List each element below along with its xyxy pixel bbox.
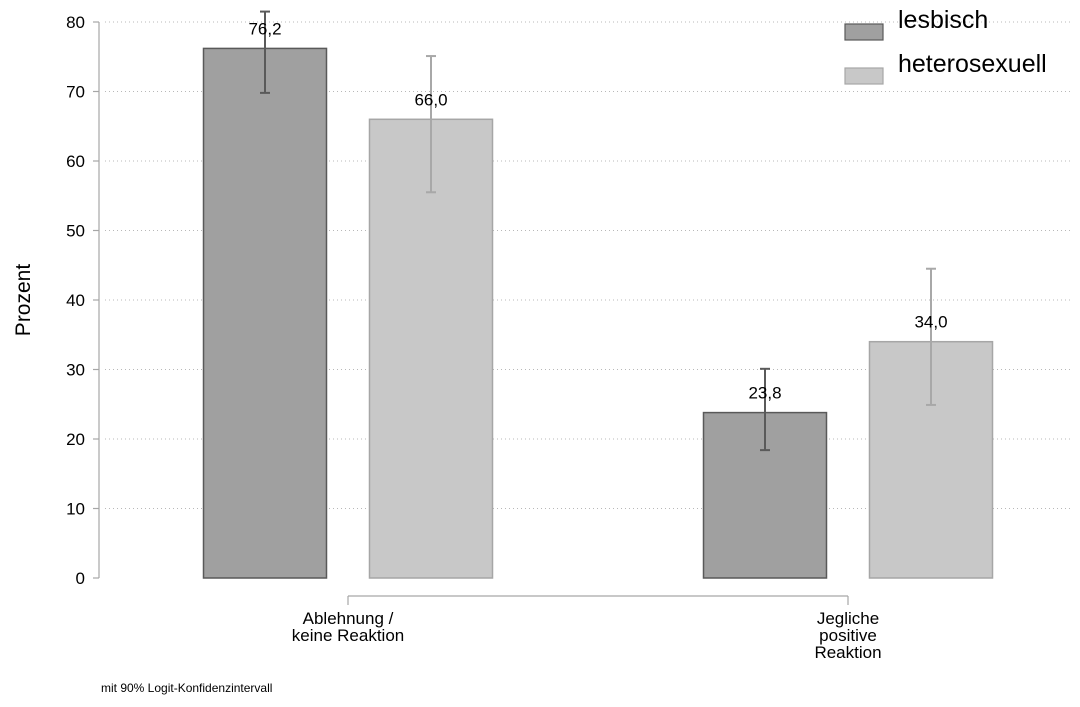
category-label-line: positive xyxy=(819,626,877,645)
y-tick-label: 10 xyxy=(66,500,85,519)
y-tick-label: 60 xyxy=(66,152,85,171)
y-tick-label: 40 xyxy=(66,291,85,310)
bar-lesbisch-1 xyxy=(202,47,328,579)
category-label-line: Jegliche xyxy=(817,609,879,628)
legend: lesbisch heterosexuell xyxy=(844,6,1047,85)
legend-swatch-heterosexuell xyxy=(844,67,884,85)
bars xyxy=(202,47,994,579)
category-label-line: keine Reaktion xyxy=(292,626,404,645)
footnote: mit 90% Logit-Konfidenzintervall xyxy=(101,681,272,695)
y-tick-label: 80 xyxy=(66,13,85,32)
category-label-line: Ablehnung / xyxy=(303,609,394,628)
value-labels: 76,2 23,8 66,0 34,0 xyxy=(248,19,947,402)
value-label-heterosexuell-1: 66,0 xyxy=(414,90,447,109)
value-label-lesbisch-2: 23,8 xyxy=(748,384,781,403)
y-axis-label: Prozent xyxy=(12,264,35,337)
legend-label-lesbisch: lesbisch xyxy=(898,6,988,34)
y-axis: 0 10 20 30 40 50 60 70 80 xyxy=(66,13,100,588)
error-bars xyxy=(260,10,936,452)
y-tick-label: 20 xyxy=(66,430,85,449)
legend-swatch-lesbisch xyxy=(844,23,884,41)
y-tick-label: 30 xyxy=(66,361,85,380)
y-tick-label: 0 xyxy=(76,569,85,588)
value-label-lesbisch-1: 76,2 xyxy=(248,19,281,38)
x-axis: Ablehnung /keine Reaktion Jeglichepositiv… xyxy=(292,595,882,662)
y-tick-label: 50 xyxy=(66,222,85,241)
y-tick-label: 70 xyxy=(66,83,85,102)
value-label-heterosexuell-2: 34,0 xyxy=(914,313,947,332)
category-label-line: Reaktion xyxy=(814,643,881,662)
legend-label-heterosexuell: heterosexuell xyxy=(898,50,1047,78)
bar-heterosexuell-1 xyxy=(368,118,494,579)
